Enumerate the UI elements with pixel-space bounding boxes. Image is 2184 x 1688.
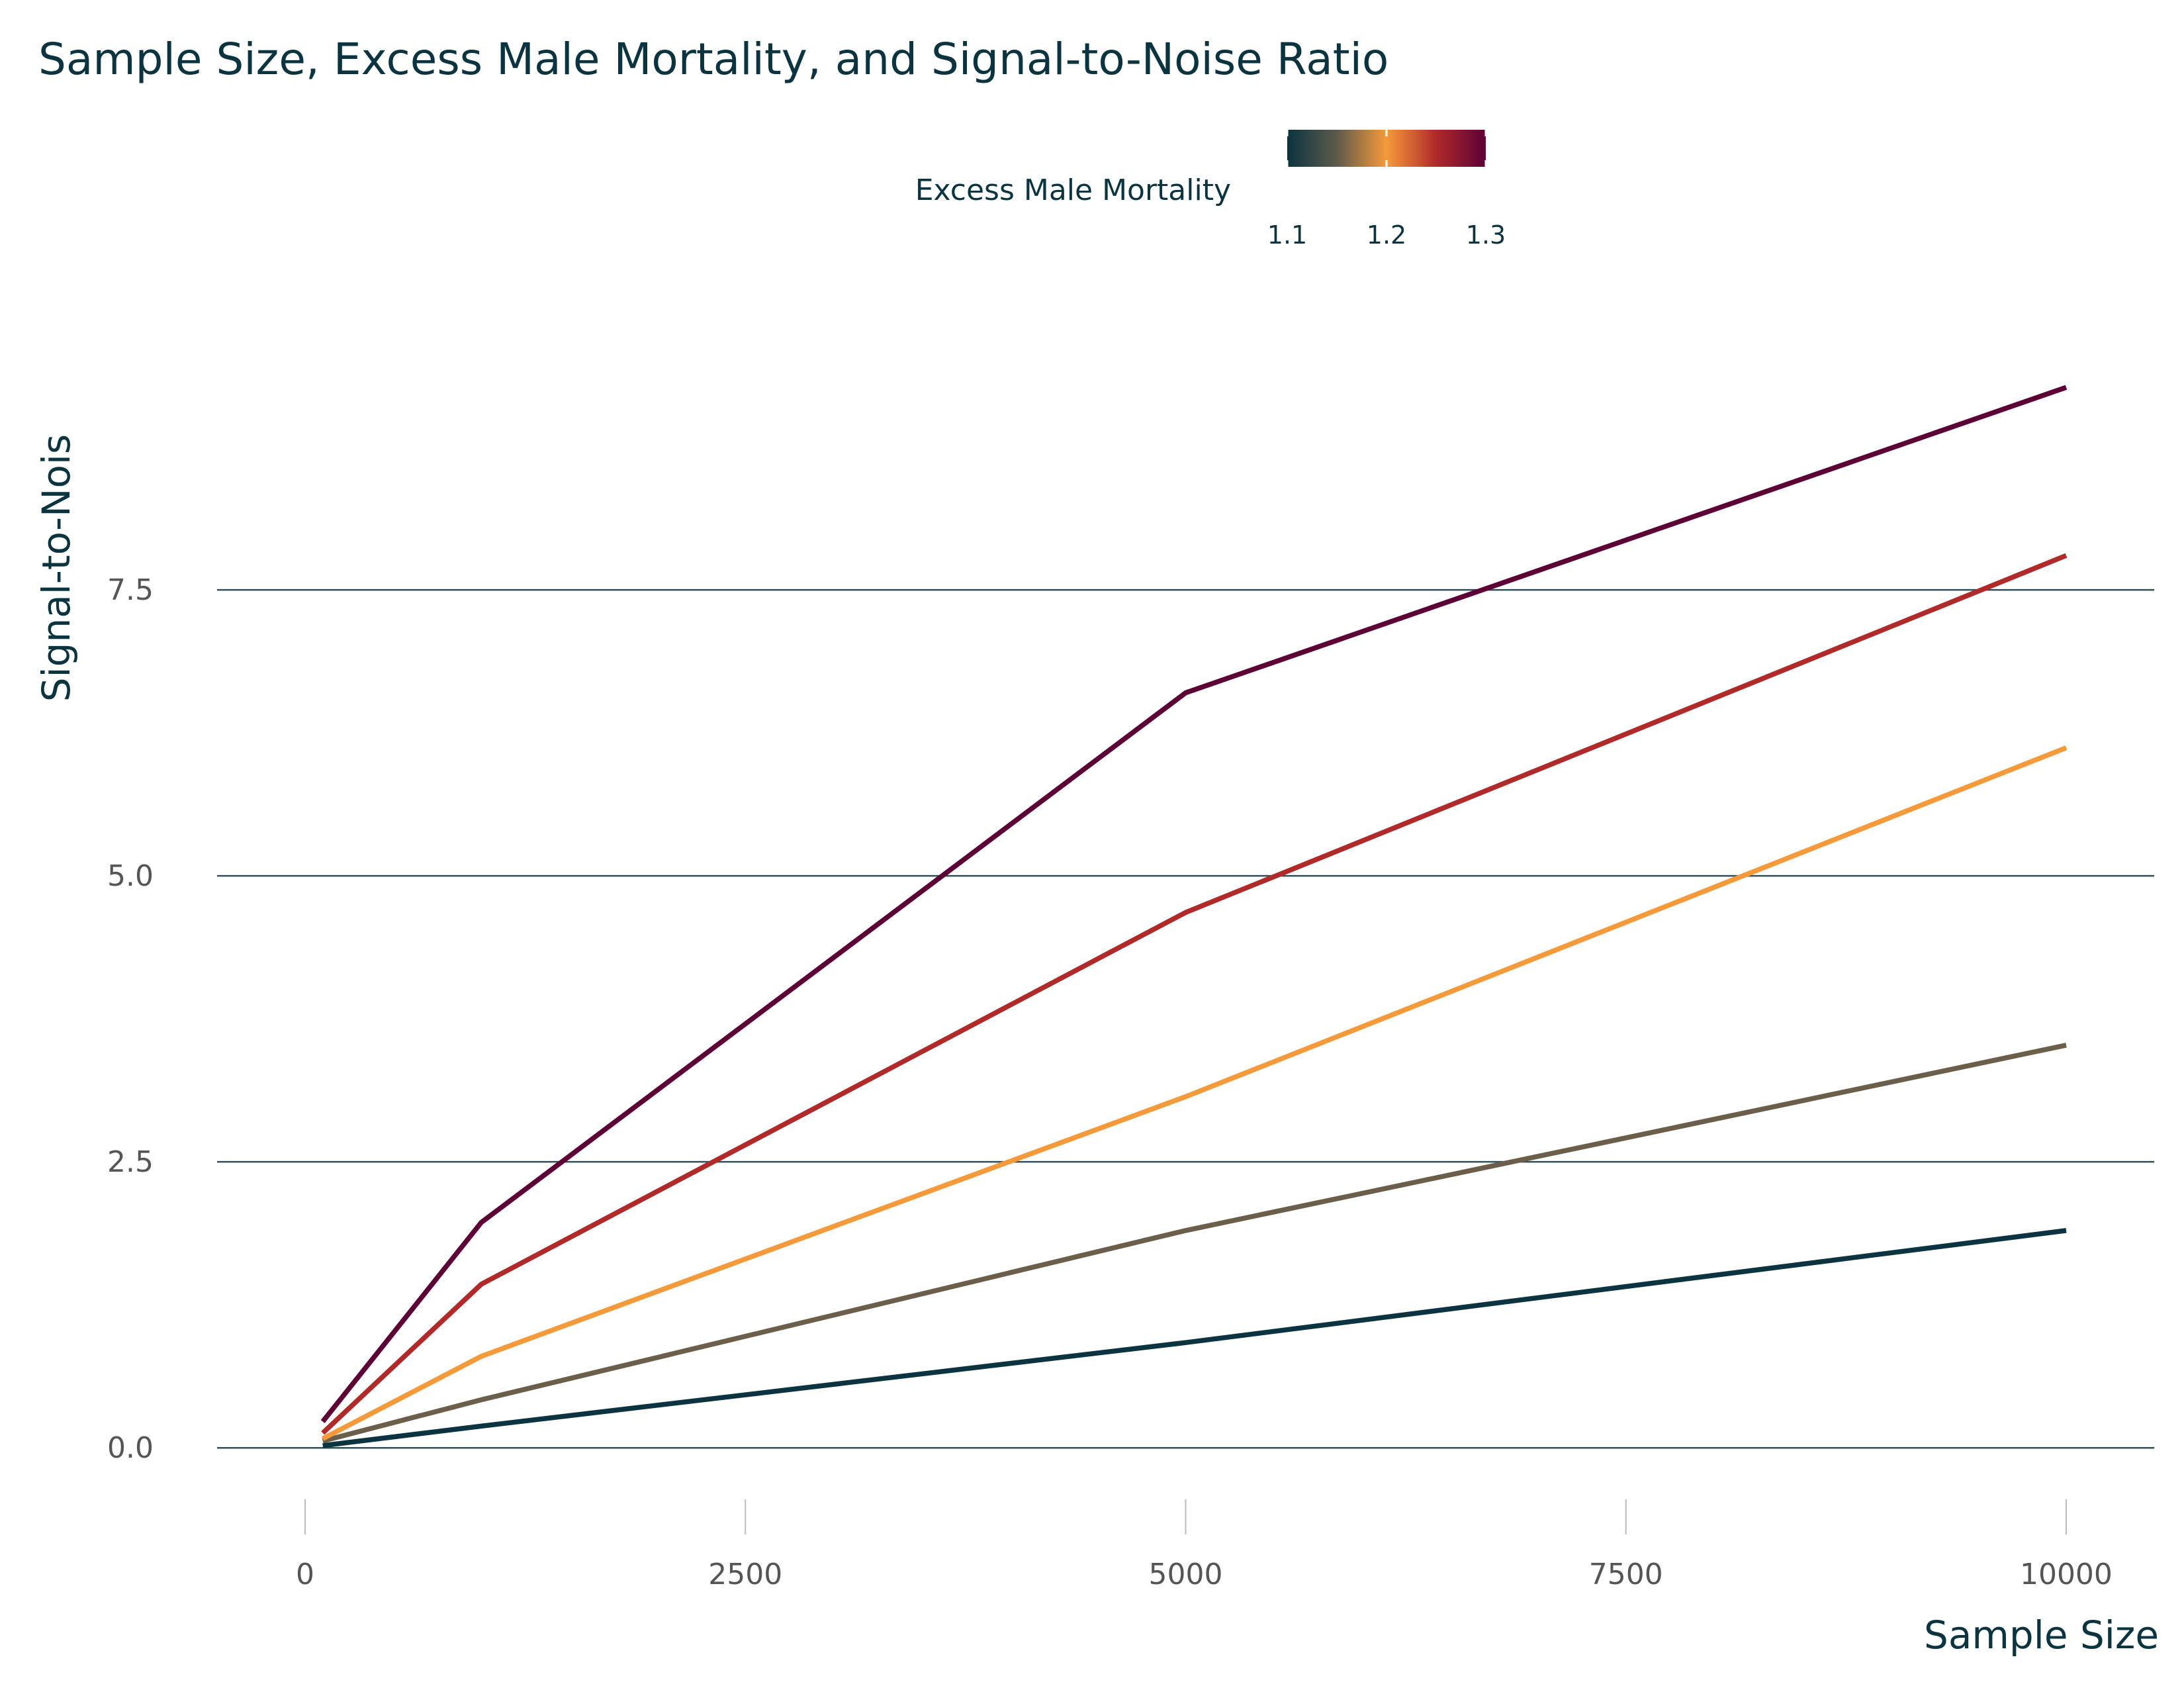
y-tick-label: 5.0 — [107, 859, 154, 893]
y-tick-label: 0.0 — [107, 1431, 154, 1465]
x-tick-marks — [304, 1499, 2067, 1534]
y-tick-label: 2.5 — [107, 1145, 154, 1179]
x-tick-labels: 0 2500 5000 7500 10000 — [296, 1558, 2113, 1591]
gridlines — [217, 588, 2154, 1449]
colorbar-tick-label: 1.3 — [1466, 220, 1506, 250]
colorbar-legend: Excess Male Mortality 1.1 1.2 1.3 — [915, 130, 1506, 250]
series-line — [322, 1228, 2067, 1448]
y-tick-label: 7.5 — [107, 573, 154, 607]
series-line — [322, 1043, 2067, 1444]
x-tick-label: 2500 — [708, 1558, 782, 1591]
y-tick-labels: 0.0 2.5 5.0 7.5 — [107, 573, 154, 1465]
x-tick-label: 10000 — [2020, 1558, 2113, 1591]
series-line — [320, 385, 2068, 1423]
series-line — [321, 745, 2068, 1441]
series-line — [321, 553, 2068, 1435]
colorbar-tick-label: 1.2 — [1367, 220, 1406, 250]
x-tick-label: 0 — [296, 1558, 314, 1591]
colorbar-ticks: 1.1 1.2 1.3 — [1267, 130, 1506, 250]
x-axis-title: Sample Size — [1924, 1613, 2159, 1658]
colorbar-tick-label: 1.1 — [1267, 220, 1307, 250]
legend-title: Excess Male Mortality — [915, 173, 1231, 207]
y-axis-title: Signal-to-Nois — [34, 434, 79, 702]
x-tick-label: 5000 — [1149, 1558, 1223, 1591]
x-tick-label: 7500 — [1589, 1558, 1663, 1591]
chart-title: Sample Size, Excess Male Mortality, and … — [38, 34, 1388, 85]
series-lines — [320, 385, 2068, 1448]
